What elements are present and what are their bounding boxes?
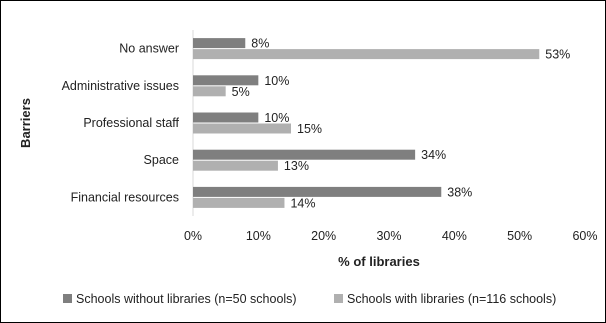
category-label: Financial resources	[71, 190, 179, 204]
bar	[193, 123, 291, 134]
x-tick-label: 20%	[311, 229, 336, 243]
x-tick-label: 50%	[507, 229, 532, 243]
category-label: Space	[144, 153, 179, 167]
x-tick-label: 0%	[184, 229, 202, 243]
bar	[193, 75, 259, 86]
bar	[193, 38, 246, 49]
category-label: Administrative issues	[62, 79, 179, 93]
y-axis-title: Barriers	[18, 98, 33, 148]
data-label: 14%	[290, 196, 315, 210]
bar	[193, 86, 226, 97]
legend-swatch	[63, 294, 72, 303]
data-label: 13%	[284, 159, 309, 173]
category-label: No answer	[119, 42, 179, 56]
category-label: Professional staff	[83, 116, 179, 130]
bar	[193, 197, 285, 208]
x-tick-label: 30%	[376, 229, 401, 243]
data-label: 34%	[421, 148, 446, 162]
bar	[193, 160, 278, 171]
x-tick-label: 40%	[442, 229, 467, 243]
legend-label: Schools without libraries (n=50 schools)	[76, 292, 297, 306]
x-tick-label: 10%	[246, 229, 271, 243]
legend-swatch	[334, 294, 343, 303]
bar	[193, 149, 416, 160]
bar	[193, 49, 540, 60]
data-label: 53%	[545, 48, 570, 62]
data-label: 10%	[264, 74, 289, 88]
data-label: 15%	[297, 122, 322, 136]
legend-label: Schools with libraries (n=116 schools)	[347, 292, 556, 306]
data-label: 10%	[264, 111, 289, 125]
x-axis-title: % of libraries	[338, 254, 420, 269]
x-tick-label: 60%	[572, 229, 597, 243]
data-label: 8%	[251, 37, 269, 51]
bar	[193, 186, 442, 197]
data-label: 5%	[232, 85, 250, 99]
bar	[193, 112, 259, 123]
data-label: 38%	[447, 185, 472, 199]
